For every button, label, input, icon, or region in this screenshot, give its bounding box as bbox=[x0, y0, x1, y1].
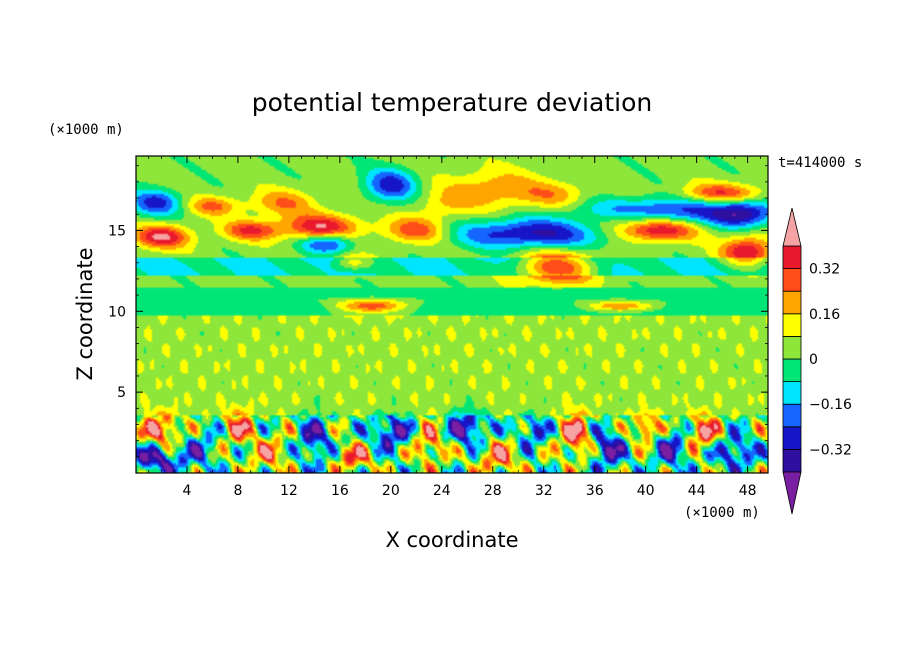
x-tick-label: 28 bbox=[484, 483, 502, 499]
y-axis-label: Z coordinate bbox=[73, 247, 97, 380]
colorbar-segment bbox=[782, 313, 802, 337]
y-tick-label: 5 bbox=[117, 385, 126, 401]
x-unit-label: (×1000 m) bbox=[684, 505, 760, 521]
x-tick-label: 44 bbox=[688, 483, 706, 499]
y-tick-label: 10 bbox=[108, 304, 126, 320]
y-axis: 5 10 15 bbox=[108, 165, 768, 458]
colorbar-lower-extension bbox=[782, 471, 802, 515]
x-tick-label: 48 bbox=[739, 483, 757, 499]
colorbar-segment bbox=[782, 426, 802, 450]
colorbar-segment bbox=[782, 268, 802, 292]
x-axis-label: X coordinate bbox=[385, 528, 518, 552]
x-tick-label: 8 bbox=[233, 483, 242, 499]
x-tick-label: 24 bbox=[433, 483, 451, 499]
colorbar-segment bbox=[782, 245, 802, 270]
x-tick-label: 32 bbox=[535, 483, 553, 499]
x-tick-label: 20 bbox=[382, 483, 400, 499]
chart-title: potential temperature deviation bbox=[252, 88, 652, 117]
y-unit-label: (×1000 m) bbox=[48, 122, 124, 138]
contour-field bbox=[136, 156, 768, 473]
colorbar-label: −0.16 bbox=[809, 397, 852, 413]
colorbar-label: −0.32 bbox=[809, 442, 852, 458]
x-tick-label: 12 bbox=[280, 483, 298, 499]
contour-image bbox=[136, 156, 768, 473]
colorbar-segment bbox=[782, 290, 802, 315]
x-tick-label: 40 bbox=[637, 483, 655, 499]
colorbar-segment bbox=[782, 335, 802, 360]
colorbar-segment bbox=[782, 381, 802, 405]
x-axis: 4 8 12 16 20 24 28 32 36 40 44 48 bbox=[148, 156, 761, 499]
time-label: t=414000 s bbox=[778, 155, 862, 171]
colorbar-label: 0.32 bbox=[809, 262, 840, 278]
colorbar-segment bbox=[782, 403, 802, 428]
colorbar-segment bbox=[782, 448, 802, 473]
colorbar-label: 0 bbox=[809, 352, 818, 368]
plot-frame bbox=[135, 155, 769, 474]
colorbar-label: 0.16 bbox=[809, 307, 840, 323]
colorbar-upper-extension bbox=[782, 207, 802, 247]
x-tick-label: 16 bbox=[331, 483, 349, 499]
colorbar-segment bbox=[782, 358, 802, 383]
colorbar: 0.32 0.16 0 −0.16 −0.32 bbox=[782, 207, 852, 515]
x-tick-label: 36 bbox=[586, 483, 604, 499]
y-tick-label: 15 bbox=[108, 223, 126, 239]
x-tick-label: 4 bbox=[183, 483, 192, 499]
